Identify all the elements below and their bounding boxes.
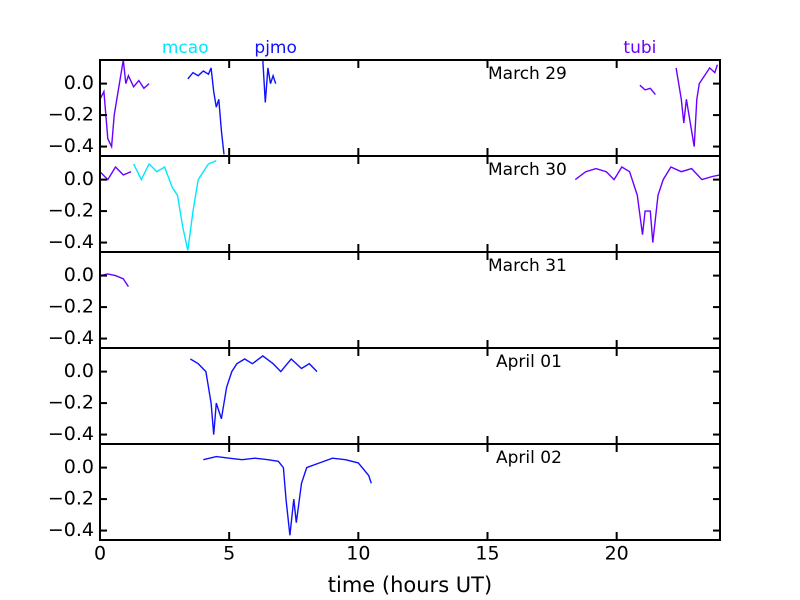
y-tick-label: −0.4 xyxy=(48,231,94,253)
panel-frame xyxy=(99,251,721,349)
line xyxy=(639,84,656,96)
x-tick-label: 15 xyxy=(475,543,499,565)
y-tick-label: 0.0 xyxy=(64,456,94,478)
y-tick-label: −0.2 xyxy=(48,488,94,510)
panel-label: April 02 xyxy=(496,448,562,468)
y-tick-label: −0.4 xyxy=(48,135,94,157)
y-tick-label: −0.4 xyxy=(48,519,94,541)
y-tick-label: −0.4 xyxy=(48,327,94,349)
line xyxy=(574,166,720,243)
panel-label: March 31 xyxy=(488,256,567,276)
x-axis-label: time (hours UT) xyxy=(328,573,492,597)
y-tick-label: −0.2 xyxy=(48,392,94,414)
station-label: mcao xyxy=(162,38,209,58)
y-tick-label: 0.0 xyxy=(64,168,94,190)
line xyxy=(187,67,225,155)
y-tick-label: −0.2 xyxy=(48,296,94,318)
y-tick-label: −0.4 xyxy=(48,423,94,445)
line xyxy=(100,60,150,150)
y-tick-label: 0.0 xyxy=(64,72,94,94)
x-tick-label: 5 xyxy=(223,543,235,565)
line xyxy=(100,273,129,287)
line xyxy=(190,355,318,435)
panel-label: March 30 xyxy=(488,160,567,180)
station-label: tubi xyxy=(623,38,656,58)
y-tick-label: 0.0 xyxy=(64,360,94,382)
y-tick-label: 0.0 xyxy=(64,264,94,286)
panel-frame xyxy=(99,59,721,157)
panel-frame xyxy=(99,443,721,541)
panel-label: April 01 xyxy=(496,352,562,372)
x-tick-label: 0 xyxy=(94,543,106,565)
x-tick-label: 20 xyxy=(605,543,629,565)
line xyxy=(132,160,217,251)
station-label: pjmo xyxy=(254,38,296,58)
y-tick-label: −0.2 xyxy=(48,104,94,126)
x-tick-label: 10 xyxy=(346,543,370,565)
line xyxy=(100,165,132,181)
line xyxy=(675,64,719,147)
y-tick-label: −0.2 xyxy=(48,200,94,222)
panel-label: March 29 xyxy=(488,64,567,84)
panel-frame xyxy=(99,347,721,445)
line xyxy=(203,455,372,536)
line xyxy=(262,60,277,103)
